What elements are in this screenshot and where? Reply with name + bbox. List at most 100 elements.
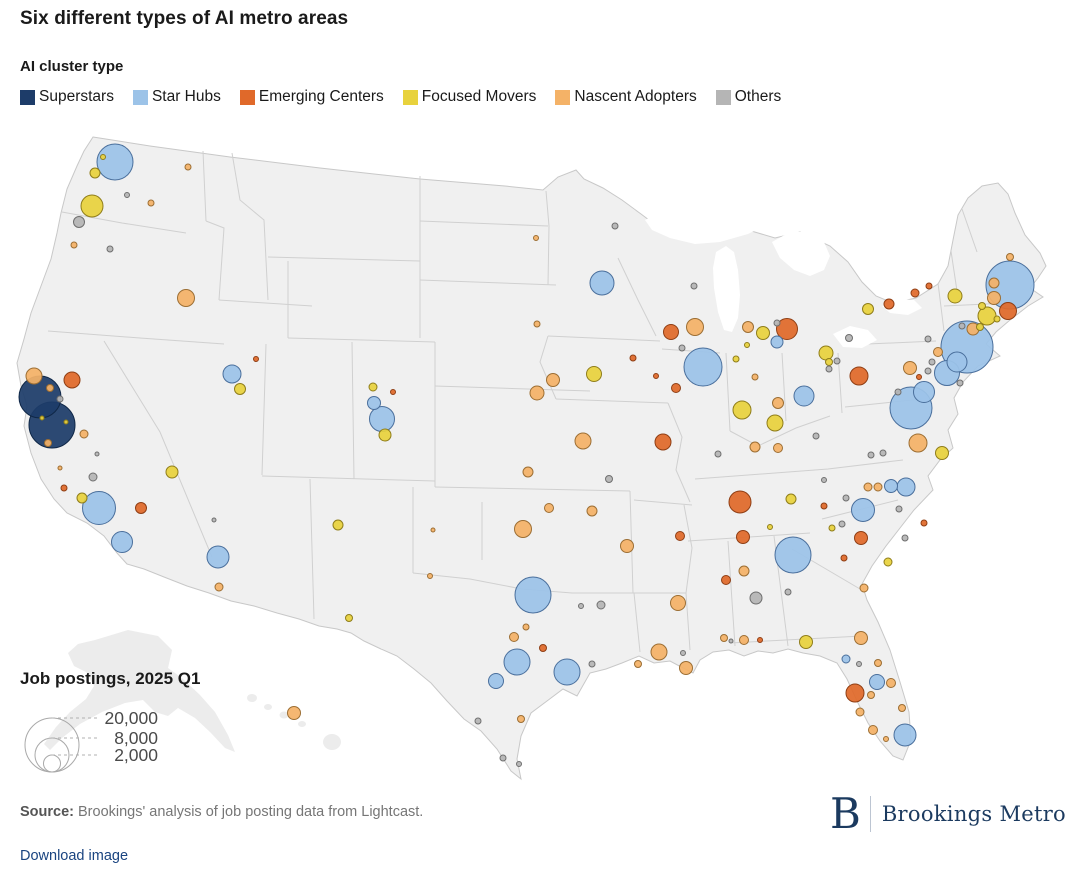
metro-bubble[interactable] (896, 477, 916, 497)
metro-bubble[interactable] (898, 704, 906, 712)
metro-bubble[interactable] (935, 446, 949, 460)
metro-bubble[interactable] (773, 443, 783, 453)
metro-bubble[interactable] (124, 192, 130, 198)
metro-bubble[interactable] (165, 465, 179, 479)
metro-bubble[interactable] (841, 654, 851, 664)
metro-bubble[interactable] (913, 381, 935, 403)
metro-bubble[interactable] (553, 658, 581, 686)
metro-bubble[interactable] (773, 319, 781, 327)
metro-bubble[interactable] (956, 379, 964, 387)
metro-bubble[interactable] (784, 588, 792, 596)
metro-bubble[interactable] (774, 536, 812, 574)
metro-bubble[interactable] (135, 502, 147, 514)
metro-bubble[interactable] (867, 691, 875, 699)
metro-bubble[interactable] (901, 534, 909, 542)
metro-bubble[interactable] (100, 154, 106, 160)
metro-bubble[interactable] (206, 545, 230, 569)
metro-bubble[interactable] (369, 406, 395, 432)
metro-bubble[interactable] (620, 539, 634, 553)
metro-bubble[interactable] (509, 632, 519, 642)
metro-bubble[interactable] (874, 659, 882, 667)
metro-bubble[interactable] (89, 167, 101, 179)
metro-bubble[interactable] (993, 315, 1001, 323)
metro-bubble[interactable] (106, 245, 114, 253)
metro-bubble[interactable] (732, 355, 740, 363)
metro-bubble[interactable] (856, 661, 862, 667)
download-image-link[interactable]: Download image (20, 848, 129, 864)
metro-bubble[interactable] (596, 600, 606, 610)
metro-bubble[interactable] (851, 498, 875, 522)
metro-bubble[interactable] (522, 466, 534, 478)
metro-bubble[interactable] (721, 575, 731, 585)
metro-bubble[interactable] (720, 634, 728, 642)
metro-bubble[interactable] (650, 643, 668, 661)
metro-bubble[interactable] (529, 385, 545, 401)
metro-bubble[interactable] (539, 644, 547, 652)
metro-bubble[interactable] (586, 505, 598, 517)
metro-bubble[interactable] (946, 351, 968, 373)
metro-bubble[interactable] (378, 428, 392, 442)
metro-bubble[interactable] (728, 490, 752, 514)
metro-bubble[interactable] (63, 419, 69, 425)
metro-bubble[interactable] (862, 303, 874, 315)
metro-bubble[interactable] (910, 288, 920, 298)
metro-bubble[interactable] (516, 761, 522, 767)
metro-bubble[interactable] (332, 519, 344, 531)
metro-bubble[interactable] (757, 637, 763, 643)
metro-bubble[interactable] (978, 302, 986, 310)
metro-bubble[interactable] (214, 582, 224, 592)
metro-bubble[interactable] (908, 433, 928, 453)
metro-bubble[interactable] (840, 554, 848, 562)
metro-bubble[interactable] (430, 527, 436, 533)
metro-bubble[interactable] (680, 650, 686, 656)
metro-bubble[interactable] (958, 322, 966, 330)
metro-bubble[interactable] (345, 614, 353, 622)
metro-bubble[interactable] (845, 683, 865, 703)
metro-bubble[interactable] (742, 321, 754, 333)
metro-bubble[interactable] (883, 298, 895, 310)
metro-bubble[interactable] (879, 449, 887, 457)
metro-bubble[interactable] (873, 482, 883, 492)
metro-bubble[interactable] (499, 754, 507, 762)
metro-bubble[interactable] (895, 505, 903, 513)
metro-bubble[interactable] (686, 318, 704, 336)
metro-bubble[interactable] (82, 491, 116, 525)
metro-bubble[interactable] (849, 366, 869, 386)
metro-bubble[interactable] (605, 475, 613, 483)
metro-bubble[interactable] (588, 660, 596, 668)
metro-bubble[interactable] (793, 385, 815, 407)
metro-bubble[interactable] (18, 375, 62, 419)
metro-bubble[interactable] (772, 397, 784, 409)
metro-bubble[interactable] (766, 414, 784, 432)
metro-bubble[interactable] (818, 345, 834, 361)
metro-bubble[interactable] (44, 439, 52, 447)
metro-bubble[interactable] (820, 502, 828, 510)
metro-bubble[interactable] (767, 524, 773, 530)
metro-bubble[interactable] (828, 524, 836, 532)
metro-bubble[interactable] (80, 194, 104, 218)
metro-bubble[interactable] (825, 365, 833, 373)
metro-bubble[interactable] (776, 318, 798, 340)
metro-bubble[interactable] (924, 335, 932, 343)
metro-bubble[interactable] (533, 235, 539, 241)
metro-bubble[interactable] (999, 302, 1017, 320)
metro-bubble[interactable] (634, 660, 642, 668)
metro-bubble[interactable] (976, 323, 984, 331)
metro-bubble[interactable] (73, 216, 85, 228)
metro-bubble[interactable] (770, 335, 784, 349)
metro-bubble[interactable] (785, 493, 797, 505)
metro-bubble[interactable] (629, 354, 637, 362)
metro-bubble[interactable] (690, 282, 698, 290)
metro-bubble[interactable] (253, 356, 259, 362)
metro-bubble[interactable] (845, 334, 853, 342)
metro-bubble[interactable] (46, 384, 54, 392)
metro-bubble[interactable] (863, 482, 873, 492)
metro-bubble[interactable] (751, 373, 759, 381)
metro-bubble[interactable] (96, 143, 134, 181)
metro-bubble[interactable] (739, 635, 749, 645)
metro-bubble[interactable] (522, 623, 530, 631)
metro-bubble[interactable] (756, 326, 770, 340)
metro-bubble[interactable] (514, 520, 532, 538)
metro-bubble[interactable] (924, 367, 932, 375)
metro-bubble[interactable] (1006, 253, 1014, 261)
